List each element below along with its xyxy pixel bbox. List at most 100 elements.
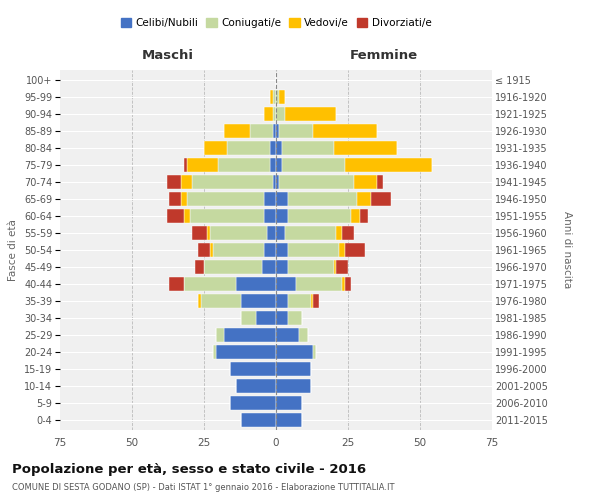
Bar (287, 243, 340, 257)
Bar (236, 277, 276, 291)
Bar (276, 141, 282, 155)
Bar (276, 413, 302, 427)
Bar (265, 107, 273, 121)
Bar (282, 158, 345, 172)
Bar (287, 209, 351, 223)
Y-axis label: Fasce di età: Fasce di età (8, 219, 19, 281)
Bar (276, 192, 287, 206)
Bar (224, 328, 276, 342)
Y-axis label: Anni di nascita: Anni di nascita (562, 212, 572, 288)
Bar (169, 277, 184, 291)
Bar (276, 175, 279, 189)
Text: Femmine: Femmine (350, 50, 418, 62)
Bar (279, 175, 354, 189)
Bar (169, 192, 181, 206)
Bar (207, 226, 210, 240)
Bar (270, 158, 276, 172)
Bar (265, 192, 276, 206)
Bar (371, 192, 391, 206)
Bar (287, 311, 302, 325)
Bar (276, 277, 296, 291)
Bar (279, 90, 284, 104)
Bar (227, 141, 270, 155)
Bar (276, 209, 287, 223)
Bar (184, 209, 190, 223)
Bar (284, 226, 337, 240)
Bar (282, 141, 334, 155)
Bar (181, 175, 193, 189)
Bar (311, 294, 313, 308)
Bar (256, 311, 276, 325)
Bar (313, 345, 316, 359)
Bar (198, 243, 210, 257)
Bar (313, 294, 319, 308)
Bar (215, 345, 276, 359)
Bar (359, 209, 368, 223)
Bar (230, 396, 276, 410)
Bar (167, 209, 184, 223)
Bar (299, 328, 308, 342)
Bar (342, 277, 345, 291)
Bar (193, 175, 273, 189)
Bar (181, 192, 187, 206)
Bar (241, 413, 276, 427)
Bar (276, 379, 311, 393)
Bar (187, 158, 218, 172)
Bar (268, 226, 276, 240)
Bar (262, 260, 276, 274)
Bar (276, 396, 302, 410)
Bar (345, 277, 351, 291)
Bar (167, 175, 181, 189)
Bar (273, 90, 276, 104)
Bar (270, 90, 273, 104)
Bar (276, 311, 287, 325)
Bar (276, 362, 311, 376)
Bar (354, 175, 377, 189)
Bar (190, 209, 265, 223)
Bar (342, 226, 354, 240)
Bar (276, 107, 284, 121)
Bar (279, 124, 313, 138)
Bar (224, 124, 250, 138)
Bar (184, 277, 236, 291)
Bar (241, 294, 276, 308)
Bar (230, 362, 276, 376)
Bar (287, 294, 311, 308)
Bar (204, 141, 227, 155)
Bar (276, 90, 279, 104)
Bar (250, 124, 273, 138)
Bar (377, 175, 383, 189)
Bar (345, 243, 365, 257)
Bar (273, 107, 276, 121)
Bar (212, 345, 215, 359)
Legend: Celibi/Nubili, Coniugati/e, Vedovi/e, Divorziati/e: Celibi/Nubili, Coniugati/e, Vedovi/e, Di… (116, 14, 436, 32)
Bar (236, 379, 276, 393)
Bar (276, 345, 313, 359)
Bar (184, 158, 187, 172)
Bar (356, 192, 371, 206)
Bar (276, 260, 287, 274)
Bar (351, 209, 359, 223)
Bar (210, 243, 212, 257)
Bar (215, 328, 224, 342)
Bar (273, 175, 276, 189)
Bar (218, 158, 270, 172)
Bar (334, 260, 337, 274)
Text: Popolazione per età, sesso e stato civile - 2016: Popolazione per età, sesso e stato civil… (12, 462, 366, 475)
Bar (284, 107, 337, 121)
Bar (276, 226, 284, 240)
Bar (273, 124, 276, 138)
Text: COMUNE DI SESTA GODANO (SP) - Dati ISTAT 1° gennaio 2016 - Elaborazione TUTTITAL: COMUNE DI SESTA GODANO (SP) - Dati ISTAT… (12, 482, 395, 492)
Bar (337, 260, 348, 274)
Bar (345, 158, 431, 172)
Bar (187, 192, 265, 206)
Bar (241, 311, 256, 325)
Bar (198, 294, 201, 308)
Bar (193, 226, 207, 240)
Bar (270, 141, 276, 155)
Bar (276, 124, 279, 138)
Bar (201, 294, 241, 308)
Bar (337, 226, 342, 240)
Bar (276, 294, 287, 308)
Bar (276, 328, 299, 342)
